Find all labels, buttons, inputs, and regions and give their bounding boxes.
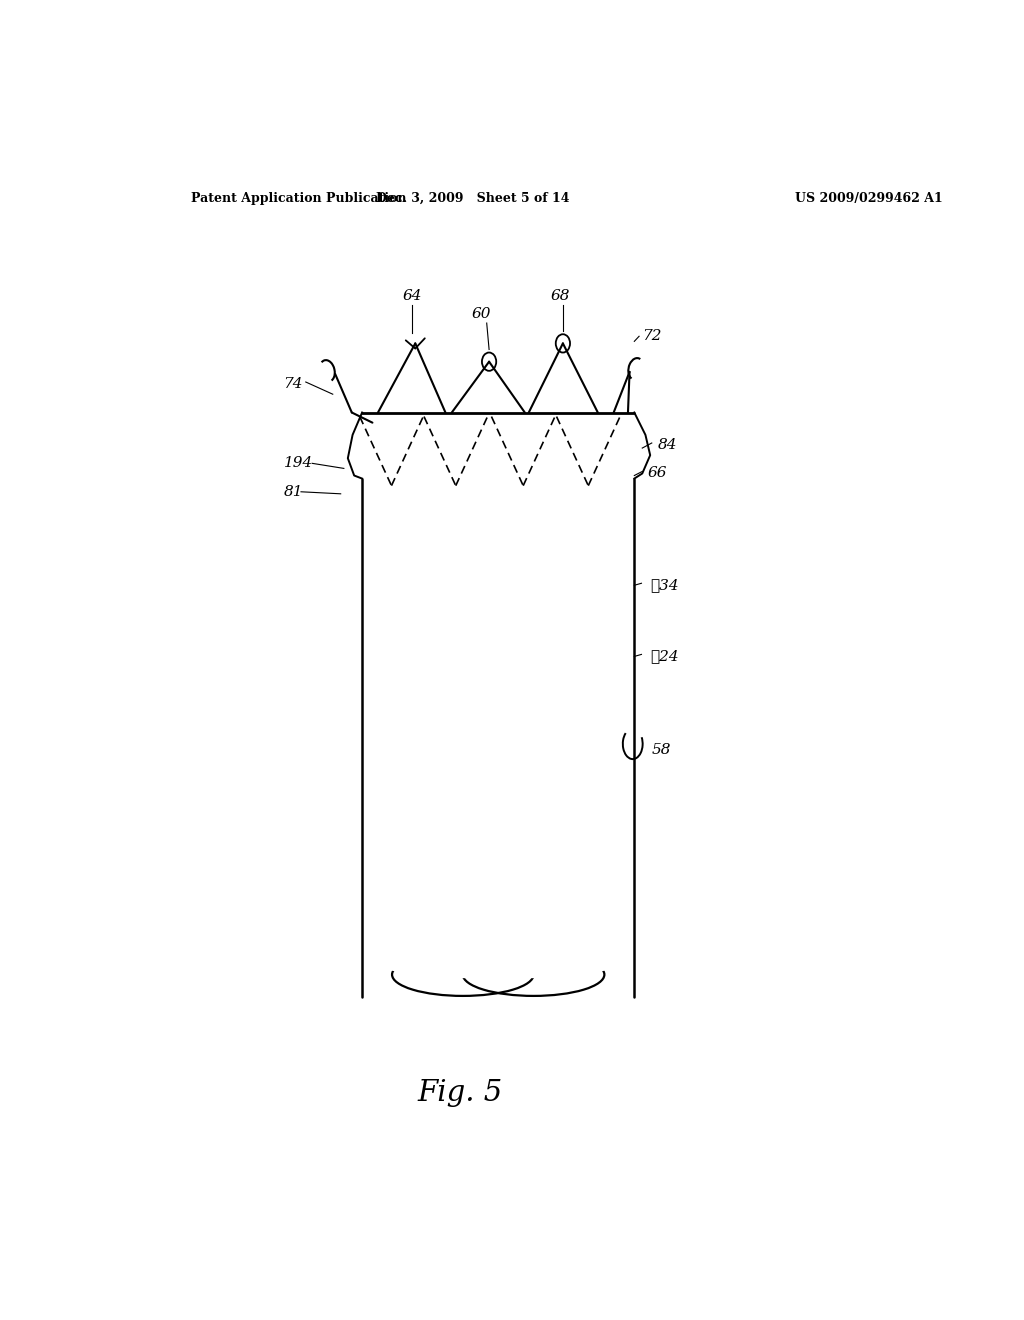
Text: 60: 60 [471, 308, 490, 321]
Text: 72: 72 [642, 329, 662, 343]
Text: ∴24: ∴24 [650, 649, 679, 664]
Text: 84: 84 [658, 438, 678, 451]
Text: 74: 74 [284, 378, 303, 391]
Text: 81: 81 [284, 484, 303, 499]
Text: Patent Application Publication: Patent Application Publication [191, 191, 407, 205]
Text: Fig. 5: Fig. 5 [417, 1080, 503, 1107]
Text: 194: 194 [284, 457, 312, 470]
Text: Dec. 3, 2009   Sheet 5 of 14: Dec. 3, 2009 Sheet 5 of 14 [377, 191, 570, 205]
Text: 64: 64 [402, 289, 422, 302]
Text: 58: 58 [652, 743, 672, 756]
Text: 68: 68 [551, 289, 570, 302]
Text: ∴34: ∴34 [650, 578, 679, 593]
Text: 66: 66 [648, 466, 668, 480]
Ellipse shape [373, 945, 624, 979]
Text: US 2009/0299462 A1: US 2009/0299462 A1 [795, 191, 942, 205]
